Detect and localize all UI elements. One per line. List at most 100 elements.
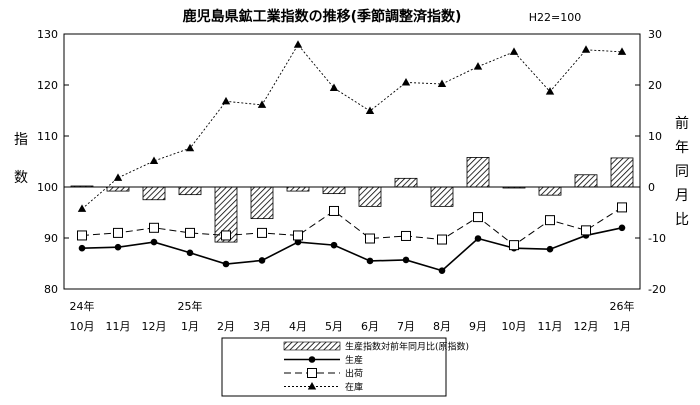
legend-marker (307, 368, 317, 378)
x-tick-label: 6月 (361, 320, 379, 333)
left-axis-label-char: 数 (14, 170, 28, 186)
point-open-square (617, 202, 627, 213)
point-filled-circle (546, 245, 554, 253)
legend-label: 在庫 (345, 381, 363, 393)
point-open-square (401, 230, 411, 241)
x-year-label: 25年 (178, 299, 203, 313)
chart-subtitle: H22=100 (529, 11, 581, 24)
right-axis-label-char: 月 (675, 188, 689, 204)
left-tick-label: 100 (37, 181, 58, 194)
x-year-label: 24年 (70, 299, 95, 313)
legend-label: 出荷 (345, 368, 363, 380)
right-tick-label: 20 (648, 79, 662, 92)
point-filled-circle (330, 241, 338, 249)
bar-yoy (394, 177, 418, 188)
point-open-square (329, 205, 339, 216)
point-open-square (581, 225, 591, 236)
right-axis-label-char: 同 (675, 164, 689, 180)
point-filled-triangle (329, 83, 339, 92)
point-filled-triangle (293, 40, 303, 48)
point-filled-circle (150, 238, 158, 246)
point-filled-circle (402, 256, 410, 264)
right-axis-label-char: 比 (675, 212, 689, 228)
x-tick-label: 2月 (217, 320, 235, 333)
right-axis-label-char: 前 (675, 115, 689, 132)
left-tick-label: 120 (37, 79, 58, 92)
series-line-open-square (81, 206, 623, 246)
point-open-square (365, 233, 375, 244)
plot-layer: 80 90 100 110 120 130 -20 -10 0 10 20 30 指数 前年同月比 10月 1… (14, 28, 689, 333)
point-filled-triangle (185, 143, 195, 152)
bar-yoy (250, 186, 274, 220)
series-line-filled-circle (81, 227, 623, 272)
point-filled-circle (474, 235, 482, 242)
point-filled-triangle (77, 204, 87, 212)
point-filled-circle (186, 249, 194, 257)
bar-yoy (142, 186, 166, 201)
x-tick-label: 5月 (325, 320, 343, 333)
x-tick-label: 11月 (538, 320, 563, 333)
right-tick-label: 10 (648, 130, 662, 143)
bar-yoy (322, 186, 346, 195)
point-open-square (185, 227, 195, 238)
point-open-square (77, 230, 87, 241)
x-tick-label: 7月 (397, 320, 415, 333)
point-filled-triangle (365, 106, 375, 115)
point-filled-triangle (221, 96, 231, 105)
point-filled-triangle (149, 156, 159, 164)
point-open-square (257, 227, 267, 238)
x-tick-label: 8月 (433, 320, 451, 333)
right-axis-label-char: 年 (675, 140, 689, 156)
point-open-square (149, 222, 159, 233)
bar-yoy (574, 174, 598, 188)
point-open-square (509, 240, 519, 251)
left-tick-label: 110 (37, 130, 58, 143)
point-filled-triangle (401, 77, 411, 86)
point-filled-circle (222, 260, 230, 268)
point-filled-triangle (581, 45, 591, 53)
point-filled-circle (618, 224, 626, 232)
left-tick-label: 130 (37, 28, 58, 41)
point-filled-triangle (473, 62, 483, 70)
left-axis-label-char: 指 (14, 132, 28, 148)
point-filled-circle (258, 257, 266, 264)
chart-title: 鹿児島県鉱工業指数の推移(季節調整済指数) (182, 8, 462, 25)
bar-yoy (538, 186, 562, 196)
legend-marker (307, 382, 317, 390)
right-tick-label: -10 (648, 232, 666, 245)
legend-label: 生産指数対前年同月比(原指数) (345, 341, 469, 353)
plot-frame (63, 33, 641, 290)
legend-swatch-bar (283, 341, 341, 351)
point-filled-circle (114, 243, 122, 251)
x-tick-label: 4月 (289, 320, 307, 333)
bar-yoy (286, 186, 310, 192)
point-filled-triangle (545, 87, 555, 95)
legend-label: 生産 (345, 354, 363, 366)
x-year-label: 26年 (610, 299, 635, 313)
point-filled-triangle (437, 79, 447, 87)
x-tick-label: 11月 (106, 320, 131, 333)
left-tick-label: 80 (44, 283, 58, 296)
point-open-square (545, 215, 555, 226)
bar-yoy (178, 186, 202, 196)
right-tick-label: 30 (648, 28, 662, 41)
right-tick-label: -20 (648, 283, 666, 296)
point-open-square (221, 230, 231, 241)
point-open-square (473, 212, 483, 223)
point-filled-triangle (617, 47, 627, 55)
x-tick-label: 12月 (574, 320, 599, 333)
point-filled-circle (366, 257, 374, 265)
right-tick-label: 0 (648, 181, 655, 194)
point-filled-triangle (113, 173, 123, 181)
x-tick-label: 10月 (70, 320, 95, 333)
bar-yoy (106, 186, 130, 192)
bar-yoy (358, 186, 382, 207)
point-filled-circle (438, 267, 446, 274)
point-open-square (437, 234, 447, 245)
point-open-square (113, 227, 123, 238)
x-tick-label: 1月 (181, 320, 199, 333)
left-tick-label: 90 (44, 232, 58, 245)
